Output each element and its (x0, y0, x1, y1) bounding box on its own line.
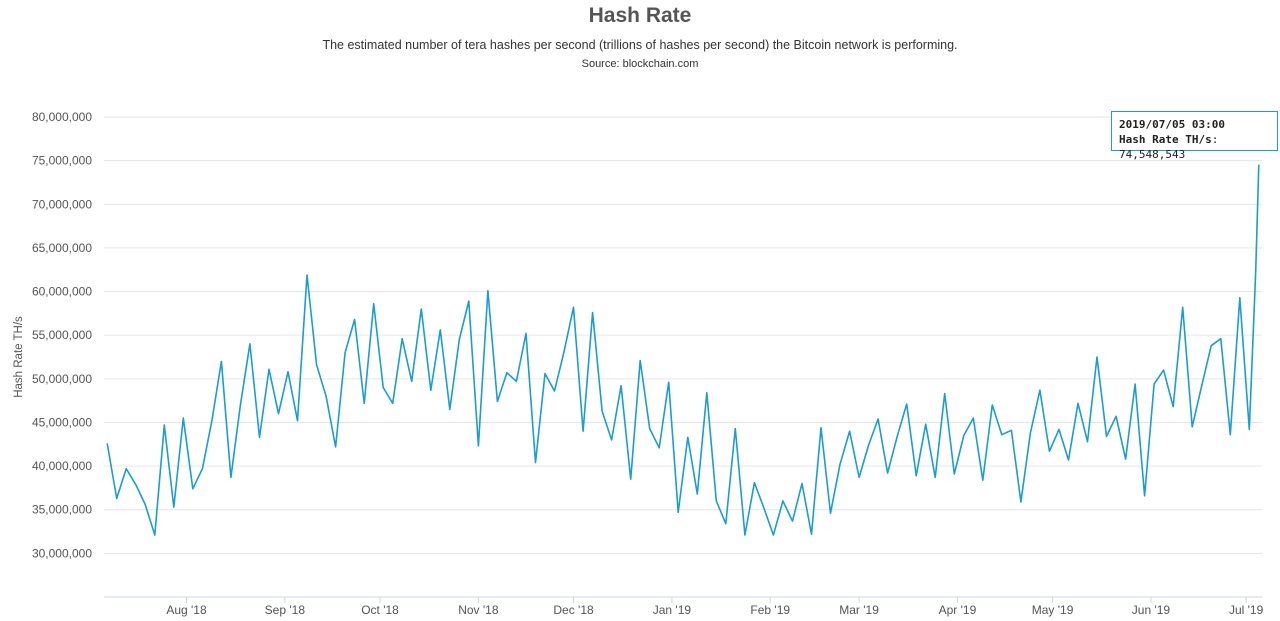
x-tick-label: Aug '18 (166, 603, 207, 617)
x-tick-label: May '19 (1032, 603, 1074, 617)
x-tick-label: Jun '19 (1132, 603, 1171, 617)
series-layer[interactable] (106, 164, 1260, 536)
chart-subtitle: The estimated number of tera hashes per … (322, 38, 958, 52)
y-tick-label: 55,000,000 (32, 328, 92, 342)
y-axis-ticks: 30,000,000 35,000,000 40,000,000 45,000,000… (32, 110, 92, 560)
y-tick-label: 45,000,000 (32, 415, 92, 429)
y-tick-label: 30,000,000 (32, 546, 92, 560)
x-tick-label: Oct '18 (361, 603, 399, 617)
x-tick-label: Mar '19 (839, 603, 879, 617)
y-tick-label: 50,000,000 (32, 372, 92, 386)
y-tick-label: 70,000,000 (32, 197, 92, 211)
chart-source: Source: blockchain.com (581, 58, 699, 70)
tooltip-colon: : (1211, 133, 1219, 146)
x-tick-label: Dec '18 (553, 603, 594, 617)
y-tick-label: 65,000,000 (32, 241, 92, 255)
x-tick-label: Apr '19 (939, 603, 977, 617)
y-tick-label: 35,000,000 (32, 503, 92, 517)
y-axis-label: Hash Rate TH/s (13, 316, 25, 398)
tooltip-date: 2019/07/05 03:00 (1119, 118, 1225, 131)
y-tick-label: 40,000,000 (32, 459, 92, 473)
x-tick-label: Nov '18 (458, 603, 499, 617)
x-axis-ticks: Aug '18 Sep '18 Oct '18 Nov '18 Dec '18 Jan '… (166, 597, 1264, 617)
grid-lines (104, 116, 1262, 598)
x-tick-label: Jul '19 (1229, 603, 1264, 617)
x-tick-label: Sep '18 (265, 603, 306, 617)
y-tick-label: 75,000,000 (32, 154, 92, 168)
y-tick-label: 60,000,000 (32, 285, 92, 299)
y-tick-label: 80,000,000 (32, 110, 92, 124)
x-tick-label: Feb '19 (750, 603, 790, 617)
chart-title: Hash Rate (588, 4, 692, 27)
x-tick-label: Jan '19 (653, 603, 692, 617)
tooltip-label: Hash Rate TH/s (1119, 133, 1212, 146)
tooltip-value: 74,548,543 (1119, 148, 1186, 161)
hash-rate-series-line[interactable] (106, 164, 1260, 536)
data-tooltip: 2019/07/05 03:00 Hash Rate TH/s: 74,548,… (1111, 111, 1278, 161)
